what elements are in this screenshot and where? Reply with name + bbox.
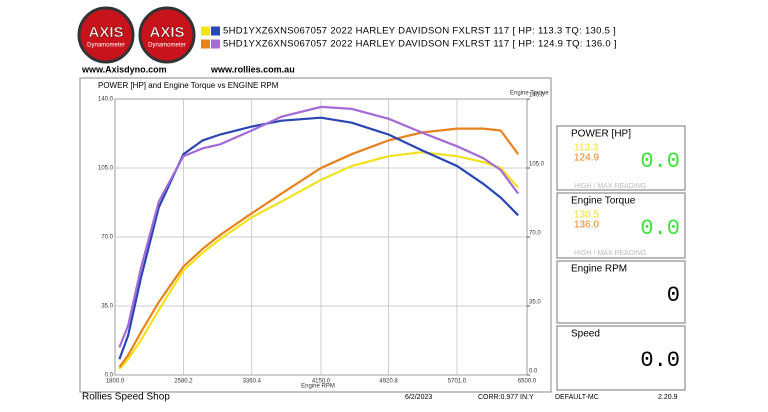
panel-reading: 124.9	[574, 153, 599, 164]
y-tick-label: 35.0	[101, 304, 113, 310]
y2-tick-label: 35.0	[529, 300, 541, 306]
panel-value: 0.0	[640, 348, 680, 373]
y2-tick-label: 140.0	[529, 93, 545, 99]
legend-swatch	[201, 26, 210, 36]
y2-axis-label: Engine Torque	[510, 91, 549, 97]
panel-reading: 113.3	[574, 143, 599, 154]
x-axis-label: Engine RPM	[301, 384, 335, 390]
panel-reading: 136.0	[574, 220, 599, 231]
footer-shop: Rollies Speed Shop	[82, 392, 170, 403]
x-tick-label: 6500.0	[518, 379, 537, 385]
reading-panel	[556, 192, 686, 259]
x-tick-label: 3360.4	[243, 379, 262, 385]
logo-sub: Dynamometer	[148, 43, 186, 49]
panel-title: Speed	[571, 329, 600, 340]
y-tick-label: 0.0	[105, 373, 114, 379]
reading-panel	[556, 260, 686, 324]
legend-label: 5HD1YXZ6XNS067057 2022 HARLEY DAVIDSON F…	[223, 39, 617, 50]
panel-title: Engine RPM	[571, 264, 627, 275]
url: www.rollies.com.au	[210, 64, 295, 74]
panel-note: HIGH / MAX READING	[574, 250, 646, 257]
chart-title: POWER [HP] and Engine Torque vs ENGINE R…	[98, 81, 279, 90]
series-line	[118, 105, 520, 348]
panel-reading: 130.5	[574, 210, 599, 221]
panel-value: 0.0	[640, 216, 680, 241]
logo-text: AXIS	[88, 24, 123, 41]
x-tick-label: 4150.0	[312, 379, 331, 385]
x-tick-label: 4920.8	[379, 379, 398, 385]
series-line	[118, 151, 520, 370]
x-tick-label: 1800.0	[106, 379, 125, 385]
logo-text: AXIS	[149, 24, 184, 41]
footer-corr: CORR:0.977 IN:Y	[478, 394, 534, 401]
footer-date: 6/2/2023	[405, 394, 432, 401]
legend-swatch	[211, 26, 220, 36]
panel-value: 0.0	[640, 149, 680, 174]
series-line	[118, 116, 519, 360]
y2-tick-label: 0.0	[529, 369, 538, 375]
panel-title: POWER [HP]	[571, 129, 631, 140]
footer-version: 2.20.9	[658, 394, 678, 401]
reading-panel	[556, 125, 686, 191]
footer-profile: DEFAULT-MC	[555, 394, 599, 401]
panel-title: Engine Torque	[571, 196, 636, 207]
legend-swatch	[201, 39, 210, 49]
panel-value: 0	[667, 283, 680, 308]
y2-tick-label: 70.0	[529, 231, 541, 237]
reading-panel	[556, 325, 686, 391]
y-tick-label: 140.0	[98, 97, 114, 103]
legend-label: 5HD1YXZ6XNS067057 2022 HARLEY DAVIDSON F…	[223, 26, 616, 37]
y-tick-label: 105.0	[98, 166, 114, 172]
panel-note: HIGH / MAX READING	[574, 183, 646, 190]
y-tick-label: 70.0	[101, 235, 113, 241]
x-tick-label: 5701.0	[448, 379, 467, 385]
y2-tick-label: 105.0	[529, 162, 545, 168]
url: www.Axisdyno.com	[81, 64, 167, 74]
x-tick-label: 2580.2	[174, 379, 193, 385]
series-line	[118, 127, 520, 368]
legend-swatch	[211, 39, 220, 49]
logo	[77, 6, 196, 64]
logo-sub: Dynamometer	[87, 43, 125, 49]
